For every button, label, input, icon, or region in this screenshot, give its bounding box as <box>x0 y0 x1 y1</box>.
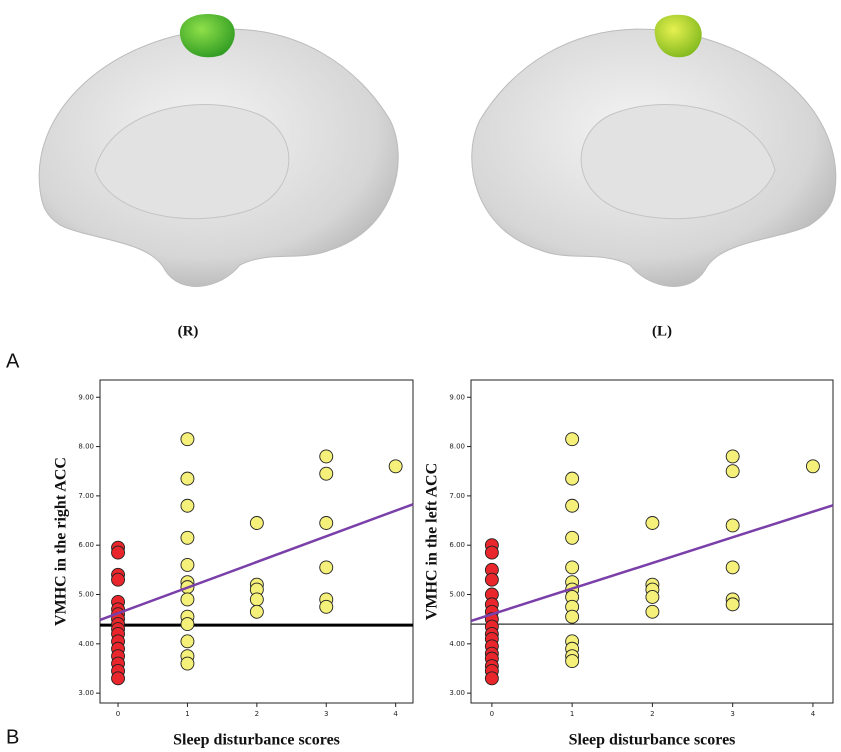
point <box>112 573 125 586</box>
x-tick-label: 1 <box>185 710 189 718</box>
point <box>485 573 498 586</box>
x-tick-label: 4 <box>393 710 398 718</box>
point <box>181 499 194 512</box>
brain-right <box>39 14 398 286</box>
point <box>181 657 194 670</box>
panel-label: A <box>6 350 20 372</box>
y-tick-label: 4.00 <box>449 640 465 648</box>
point <box>806 460 819 473</box>
point <box>181 618 194 631</box>
point <box>726 561 739 574</box>
x-tick-label: 0 <box>490 710 494 718</box>
side-label: (R) <box>178 323 199 339</box>
y-tick-label: 7.00 <box>78 492 94 500</box>
point <box>485 546 498 559</box>
y-axis-title: VMHC in the right ACC <box>53 457 70 626</box>
point <box>320 450 333 463</box>
y-tick-label: 8.00 <box>78 443 94 451</box>
point <box>566 655 579 668</box>
point <box>726 450 739 463</box>
point <box>112 546 125 559</box>
y-tick-label: 4.00 <box>78 640 94 648</box>
point <box>566 433 579 446</box>
point <box>646 605 659 618</box>
y-tick-label: 3.00 <box>449 689 465 697</box>
point <box>566 561 579 574</box>
point <box>320 517 333 530</box>
point <box>566 499 579 512</box>
point <box>389 460 402 473</box>
point <box>181 593 194 606</box>
point <box>485 672 498 685</box>
point <box>181 558 194 571</box>
x-axis-title: Sleep disturbance scores <box>569 732 736 749</box>
y-tick-label: 6.00 <box>78 541 94 549</box>
point <box>181 531 194 544</box>
point <box>250 593 263 606</box>
x-tick-label: 3 <box>730 710 734 718</box>
point <box>646 517 659 530</box>
point <box>566 531 579 544</box>
y-tick-label: 7.00 <box>449 492 465 500</box>
y-tick-label: 9.00 <box>78 393 94 401</box>
point <box>726 519 739 532</box>
y-tick-label: 3.00 <box>78 689 94 697</box>
point <box>320 467 333 480</box>
point <box>566 610 579 623</box>
y-tick-label: 8.00 <box>449 443 465 451</box>
point <box>646 590 659 603</box>
plot-area <box>100 380 413 703</box>
x-tick-label: 3 <box>324 710 328 718</box>
x-tick-label: 2 <box>255 710 259 718</box>
point <box>181 472 194 485</box>
brain-left <box>472 15 836 287</box>
x-tick-label: 4 <box>811 710 816 718</box>
point <box>726 598 739 611</box>
x-tick-label: 1 <box>570 710 574 718</box>
y-tick-label: 5.00 <box>78 591 94 599</box>
point <box>320 561 333 574</box>
point <box>566 472 579 485</box>
x-tick-label: 0 <box>116 710 120 718</box>
point <box>181 433 194 446</box>
point <box>320 600 333 613</box>
x-tick-label: 2 <box>650 710 654 718</box>
y-tick-label: 9.00 <box>449 393 465 401</box>
point <box>726 465 739 478</box>
y-axis-title: VMHC in the left ACC <box>424 463 441 620</box>
point <box>250 517 263 530</box>
point <box>112 672 125 685</box>
y-tick-label: 5.00 <box>449 591 465 599</box>
figure: (R) (L) A B 3.00 4.00 5.00 6.00 7.00 8.00 9.00… <box>0 0 841 752</box>
point <box>250 605 263 618</box>
point <box>181 635 194 648</box>
y-tick-label: 6.00 <box>449 541 465 549</box>
side-label: (L) <box>652 323 672 339</box>
panel-label: B <box>6 726 19 748</box>
plot-area <box>471 380 833 703</box>
x-axis-title: Sleep disturbance scores <box>173 732 340 749</box>
